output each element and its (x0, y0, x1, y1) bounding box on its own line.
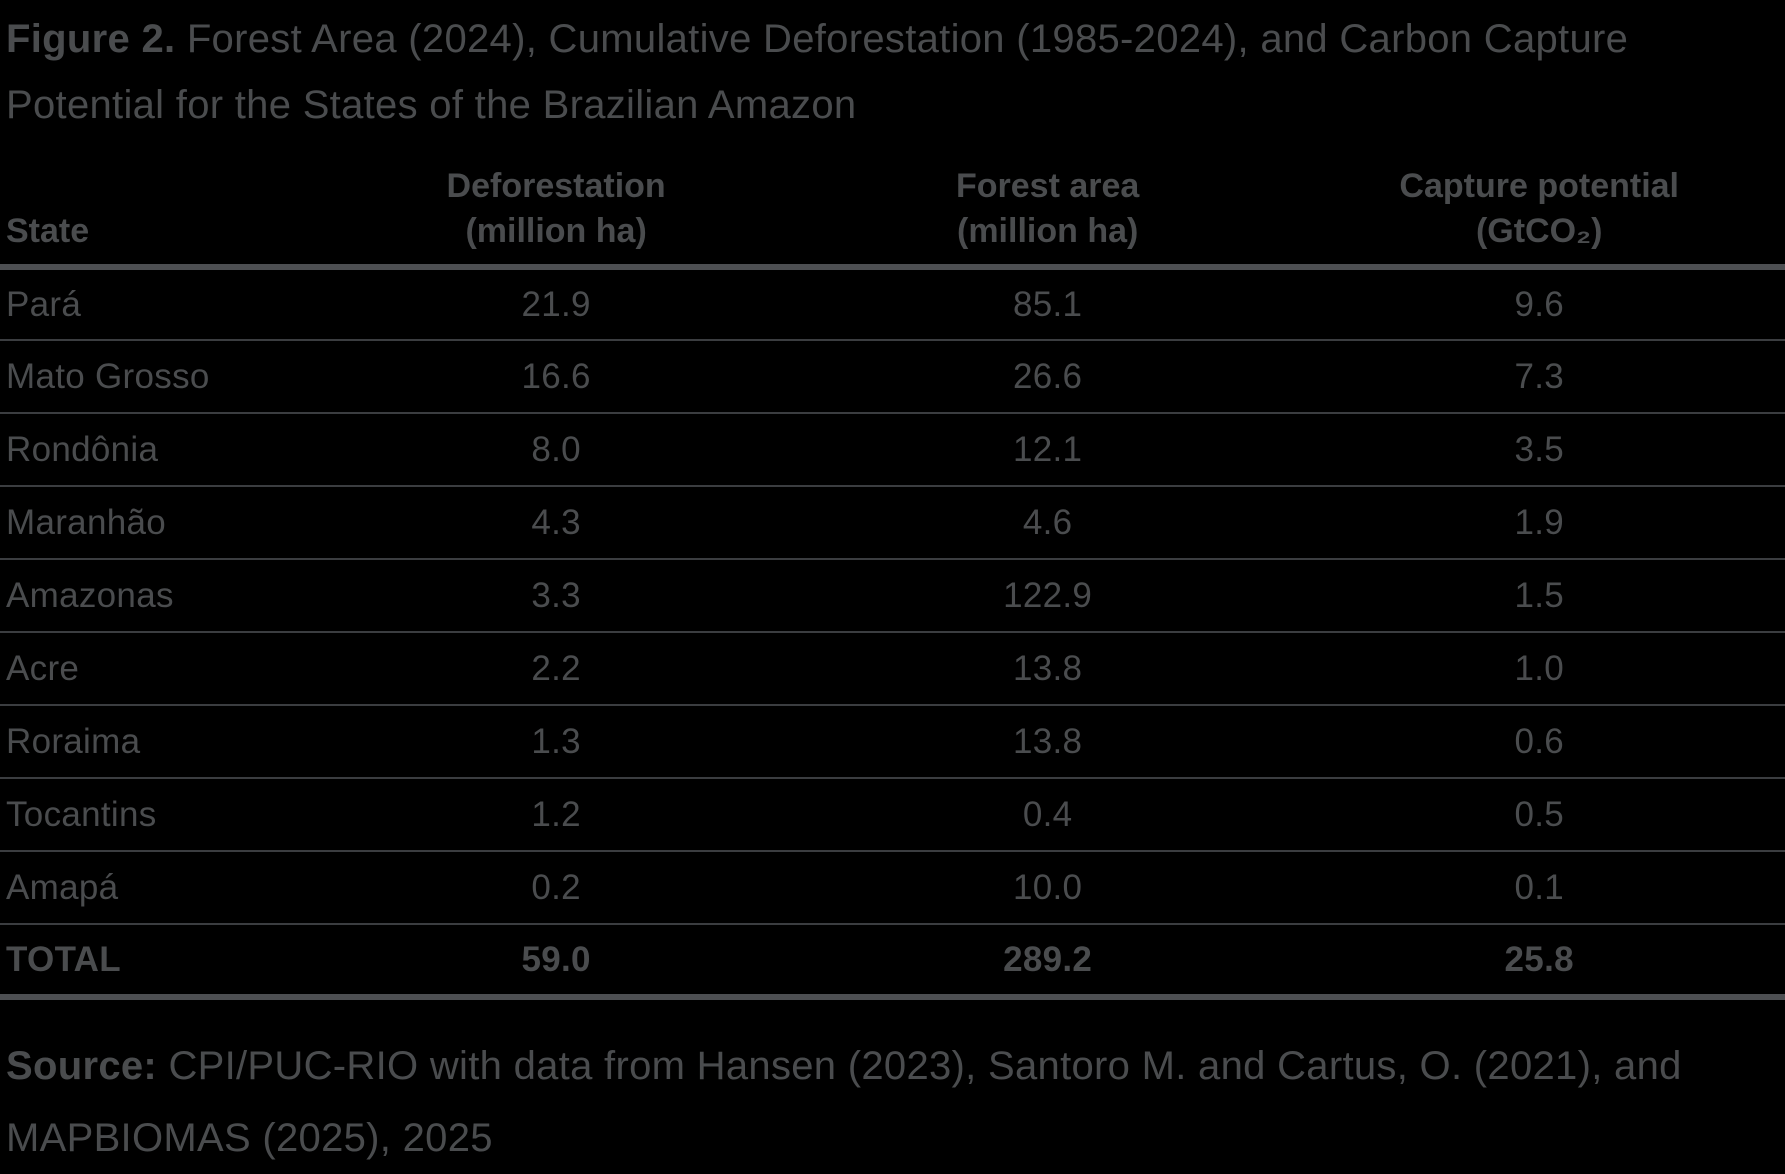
source-note: Source: CPI/PUC-RIO with data from Hanse… (6, 1030, 1774, 1174)
column-header-deforestation-label: Deforestation (446, 167, 666, 205)
forest-area-cell: 26.6 (801, 340, 1294, 414)
deforestation-cell: 21.9 (310, 267, 802, 341)
state-cell: Rondônia (0, 413, 311, 487)
capture-potential-cell: 1.9 (1293, 486, 1785, 560)
capture-potential-cell: 1.0 (1293, 632, 1785, 706)
deforestation-cell: 2.2 (310, 632, 802, 706)
forest-area-cell: 10.0 (801, 851, 1294, 925)
forest-area-cell: 0.4 (801, 778, 1294, 852)
state-cell: Mato Grosso (0, 340, 311, 414)
table-row: Mato Grosso 16.6 26.6 7.3 (0, 340, 1785, 414)
forest-area-cell: 12.1 (801, 413, 1294, 487)
capture-potential-cell: 0.1 (1293, 851, 1785, 925)
state-cell: Amapá (0, 851, 311, 925)
deforestation-cell: 4.3 (310, 486, 802, 560)
column-header-state-label: State (6, 212, 90, 250)
total-label-cell: TOTAL (0, 924, 311, 1000)
table-row: Roraima 1.3 13.8 0.6 (0, 705, 1785, 779)
table-row: Rondônia 8.0 12.1 3.5 (0, 413, 1785, 487)
forest-area-cell: 85.1 (801, 267, 1294, 341)
table-body: Pará 21.9 85.1 9.6 Mato Grosso 16.6 26.6 7.3 Ron… (0, 267, 1785, 925)
forest-area-cell: 13.8 (801, 632, 1294, 706)
table-row: Tocantins 1.2 0.4 0.5 (0, 778, 1785, 852)
capture-potential-cell: 1.5 (1293, 559, 1785, 633)
figure-title-text: Forest Area (2024), Cumulative Deforesta… (6, 17, 1629, 127)
column-header-state: State (0, 164, 311, 270)
column-header-deforestation: Deforestation (million ha) (310, 164, 802, 270)
state-cell: Roraima (0, 705, 311, 779)
table-header-row: State Deforestation (million ha) Forest … (0, 164, 1785, 270)
state-cell: Amazonas (0, 559, 311, 633)
deforestation-cell: 16.6 (310, 340, 802, 414)
column-header-forest-area-unit: (million ha) (957, 212, 1139, 250)
deforestation-cell: 3.3 (310, 559, 802, 633)
column-header-forest-area: Forest area (million ha) (801, 164, 1294, 270)
total-forest-area-cell: 289.2 (801, 924, 1294, 1000)
forest-area-cell: 122.9 (801, 559, 1294, 633)
table-row: Amapá 0.2 10.0 0.1 (0, 851, 1785, 925)
total-deforestation-cell: 59.0 (310, 924, 802, 1000)
table-row: Maranhão 4.3 4.6 1.9 (0, 486, 1785, 560)
total-row: TOTAL 59.0 289.2 25.8 (0, 924, 1785, 1000)
column-header-forest-area-label: Forest area (956, 167, 1140, 205)
column-header-capture-potential-label: Capture potential (1399, 167, 1679, 205)
column-header-capture-potential-unit: (GtCO₂) (1475, 212, 1603, 250)
figure-label: Figure 2. (6, 17, 176, 61)
column-header-deforestation-unit: (million ha) (465, 212, 647, 250)
forest-area-cell: 4.6 (801, 486, 1294, 560)
state-cell: Maranhão (0, 486, 311, 560)
forest-area-cell: 13.8 (801, 705, 1294, 779)
capture-potential-cell: 9.6 (1293, 267, 1785, 341)
deforestation-cell: 0.2 (310, 851, 802, 925)
table-row: Amazonas 3.3 122.9 1.5 (0, 559, 1785, 633)
state-cell: Acre (0, 632, 311, 706)
total-capture-potential-cell: 25.8 (1293, 924, 1785, 1000)
capture-potential-cell: 3.5 (1293, 413, 1785, 487)
table-row: Acre 2.2 13.8 1.0 (0, 632, 1785, 706)
capture-potential-cell: 0.6 (1293, 705, 1785, 779)
source-text: CPI/PUC-RIO with data from Hansen (2023)… (6, 1044, 1682, 1160)
table-row: Pará 21.9 85.1 9.6 (0, 267, 1785, 341)
state-cell: Pará (0, 267, 311, 341)
source-label: Source: (6, 1044, 158, 1088)
deforestation-cell: 1.3 (310, 705, 802, 779)
state-cell: Tocantins (0, 778, 311, 852)
data-table: State Deforestation (million ha) Forest … (0, 164, 1785, 1000)
capture-potential-cell: 7.3 (1293, 340, 1785, 414)
deforestation-cell: 8.0 (310, 413, 802, 487)
capture-potential-cell: 0.5 (1293, 778, 1785, 852)
deforestation-cell: 1.2 (310, 778, 802, 852)
column-header-capture-potential: Capture potential (GtCO₂) (1293, 164, 1785, 270)
figure-title: Figure 2. Forest Area (2024), Cumulative… (6, 6, 1774, 138)
